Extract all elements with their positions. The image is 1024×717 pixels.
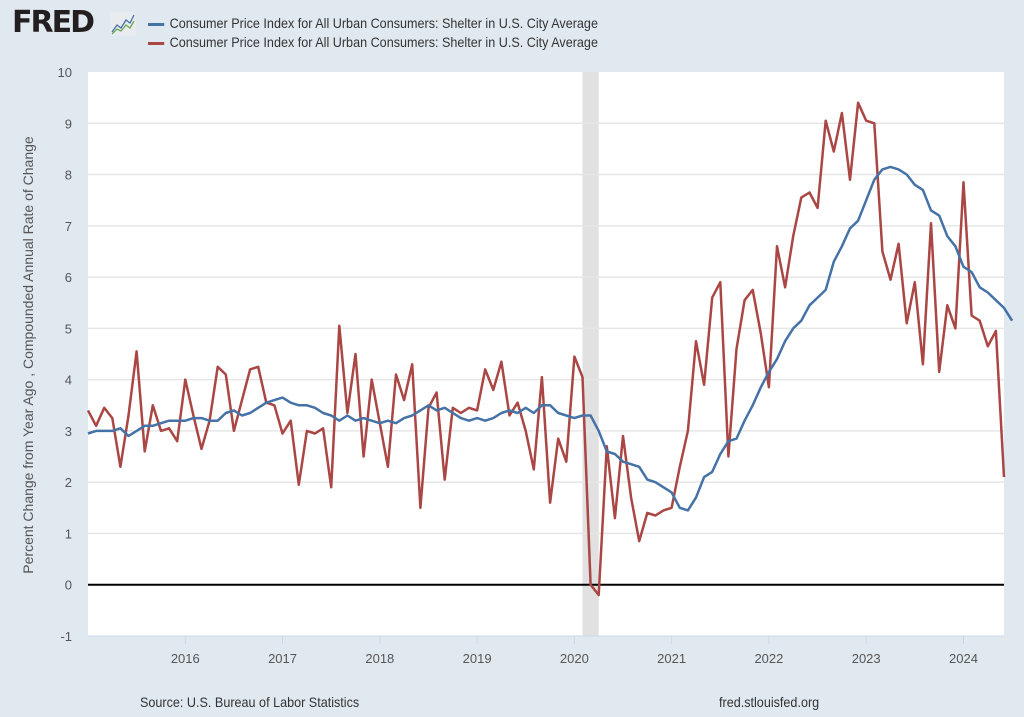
- legend-swatch-blue: [148, 22, 165, 26]
- x-tick-label: 2019: [463, 651, 492, 666]
- grid-layer: [88, 122, 1004, 637]
- legend-label: Consumer Price Index for All Urban Consu…: [169, 15, 598, 31]
- x-tick-label: 2018: [365, 651, 394, 666]
- y-tick-label: -1: [60, 629, 72, 644]
- y-axis-title: Percent Change from Year Ago , Compounde…: [20, 136, 36, 574]
- series-line-yoy: [87, 165, 1014, 512]
- legend-swatch-red: [148, 41, 165, 45]
- y-tick-labels: -1 0 1 2 3 4 5 6 7 8 9 10: [58, 65, 72, 644]
- x-tick-label: 2022: [754, 651, 783, 666]
- legend-item-annual-rate[interactable]: Consumer Price Index for All Urban Consu…: [148, 34, 598, 50]
- y-tick-label: 8: [65, 168, 72, 183]
- fred-logo[interactable]: FRED: [12, 5, 95, 40]
- recession-shading-layer: [582, 72, 599, 636]
- x-tick-label: 2017: [268, 651, 297, 666]
- site-link[interactable]: fred.stlouisfed.org: [719, 694, 820, 710]
- source-note: Source: U.S. Bureau of Labor Statistics: [140, 694, 360, 710]
- chart-line-icon: [110, 12, 136, 36]
- y-tick-label: 9: [65, 116, 72, 131]
- x-tick-label: 2023: [852, 651, 881, 666]
- recession-band: [582, 72, 599, 636]
- x-tick-label: 2021: [657, 651, 686, 666]
- y-tick-label: 6: [65, 270, 72, 285]
- series-line-annual-rate: [86, 101, 1006, 597]
- series-layer: [86, 101, 1014, 597]
- y-tick-label: 1: [65, 526, 72, 541]
- y-tick-label: 4: [65, 373, 72, 388]
- x-tick-label: 2024: [949, 651, 978, 666]
- legend-item-yoy[interactable]: Consumer Price Index for All Urban Consu…: [148, 15, 598, 31]
- plot-background: [88, 72, 1004, 636]
- y-tick-label: 7: [65, 219, 72, 234]
- x-tick-label: 2020: [560, 651, 589, 666]
- chart-header: FRED Consumer Price Index for All Urban …: [0, 0, 1024, 56]
- y-tick-label: 3: [65, 424, 72, 439]
- legend-label: Consumer Price Index for All Urban Consu…: [169, 34, 598, 50]
- y-tick-label: 2: [65, 475, 72, 490]
- x-tick-label: 2016: [171, 651, 200, 666]
- y-tick-label: 10: [58, 65, 72, 80]
- x-tick-labels: 2016 2017 2018 2019 2020 2021 2022 2023 2024: [171, 636, 978, 666]
- y-tick-label: 5: [65, 321, 72, 336]
- y-tick-label: 0: [65, 578, 72, 593]
